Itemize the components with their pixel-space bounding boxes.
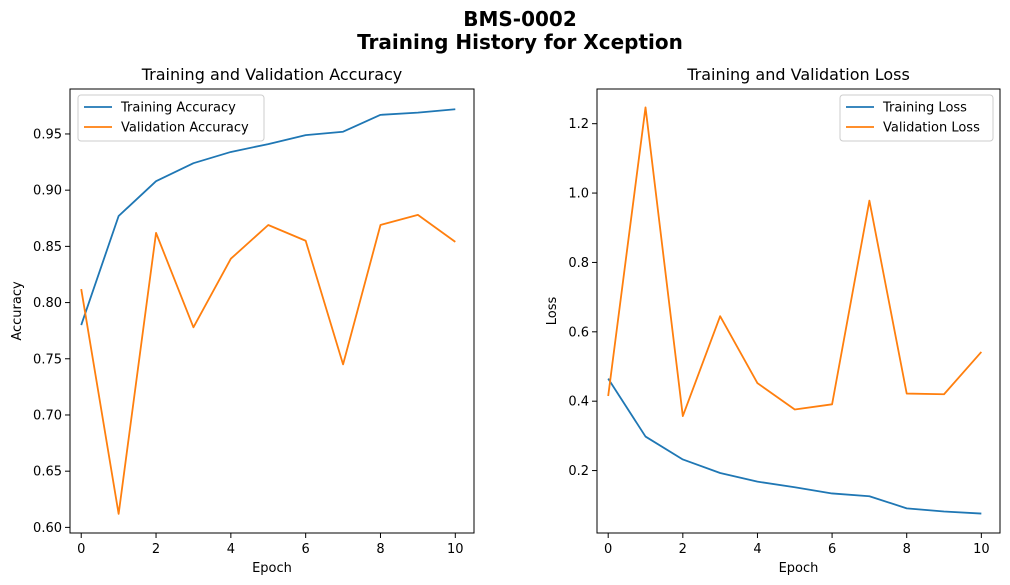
loss-legend-box bbox=[839, 94, 994, 142]
accuracy-x-tick-label: 0 bbox=[77, 542, 85, 557]
loss-y-tick-label: 0.6 bbox=[568, 325, 589, 340]
loss-x-tick-label: 6 bbox=[828, 542, 836, 557]
loss-x-tick-label: 4 bbox=[753, 542, 761, 557]
loss-legend-label-1: Validation Loss bbox=[883, 121, 980, 136]
loss-y-tick-label: 0.2 bbox=[568, 464, 589, 479]
loss-y-tick-label: 1.0 bbox=[568, 187, 589, 202]
loss-x-tick-label: 10 bbox=[973, 542, 990, 557]
loss-plot-frame bbox=[596, 88, 1001, 534]
accuracy-x-axis-label: Epoch bbox=[252, 561, 292, 576]
accuracy-legend: Training Accuracy Validation Accuracy bbox=[77, 94, 265, 142]
accuracy-x-tick-label: 6 bbox=[302, 542, 310, 557]
accuracy-y-axis-label: Accuracy bbox=[10, 281, 25, 341]
accuracy-y-tick-label: 0.60 bbox=[33, 521, 62, 536]
accuracy-y-tick-label: 0.95 bbox=[33, 127, 62, 142]
figure-title-line2: Training History for Xception bbox=[357, 30, 683, 54]
accuracy-y-tick-label: 0.90 bbox=[33, 184, 62, 199]
loss-series-line-0 bbox=[607, 378, 982, 515]
loss-x-tick-label: 8 bbox=[903, 542, 911, 557]
loss-y-tick-label: 0.8 bbox=[568, 256, 589, 271]
accuracy-y-tick-label: 0.75 bbox=[33, 352, 62, 367]
loss-y-tick-label: 1.2 bbox=[568, 117, 589, 132]
accuracy-x-tick-label: 4 bbox=[227, 542, 235, 557]
accuracy-plot-frame bbox=[69, 88, 475, 534]
loss-chart: Training and Validation Loss 0 2 4 6 8 10 0.2 0.… bbox=[545, 65, 1001, 576]
accuracy-y-tick-label: 0.65 bbox=[33, 465, 62, 480]
loss-x-tick-label: 0 bbox=[604, 542, 612, 557]
accuracy-y-tick-label: 0.80 bbox=[33, 296, 62, 311]
accuracy-x-tick-label: 10 bbox=[447, 542, 464, 557]
accuracy-legend-label-0: Training Accuracy bbox=[120, 101, 236, 116]
loss-x-tick-label: 2 bbox=[679, 542, 687, 557]
accuracy-chart: Training and Validation Accuracy 0 2 4 6 8 10 0… bbox=[10, 65, 475, 576]
accuracy-x-tick-label: 2 bbox=[152, 542, 160, 557]
accuracy-legend-box bbox=[77, 94, 265, 142]
loss-legend-label-0: Training Loss bbox=[882, 101, 967, 116]
loss-y-axis-label: Loss bbox=[545, 297, 560, 326]
accuracy-series-line-1 bbox=[80, 213, 456, 515]
accuracy-series-line-0 bbox=[80, 108, 456, 326]
loss-legend: Training Loss Validation Loss bbox=[839, 94, 994, 142]
accuracy-y-tick-label: 0.70 bbox=[33, 408, 62, 423]
figure-title-line1: BMS-0002 bbox=[463, 7, 577, 31]
accuracy-legend-label-1: Validation Accuracy bbox=[121, 121, 249, 136]
loss-series-line-1 bbox=[607, 106, 983, 418]
accuracy-x-tick-label: 8 bbox=[376, 542, 384, 557]
loss-y-tick-label: 0.4 bbox=[568, 395, 589, 410]
accuracy-y-tick-label: 0.85 bbox=[33, 240, 62, 255]
accuracy-chart-title: Training and Validation Accuracy bbox=[141, 65, 403, 84]
loss-chart-title: Training and Validation Loss bbox=[686, 65, 910, 84]
loss-x-axis-label: Epoch bbox=[779, 561, 819, 576]
